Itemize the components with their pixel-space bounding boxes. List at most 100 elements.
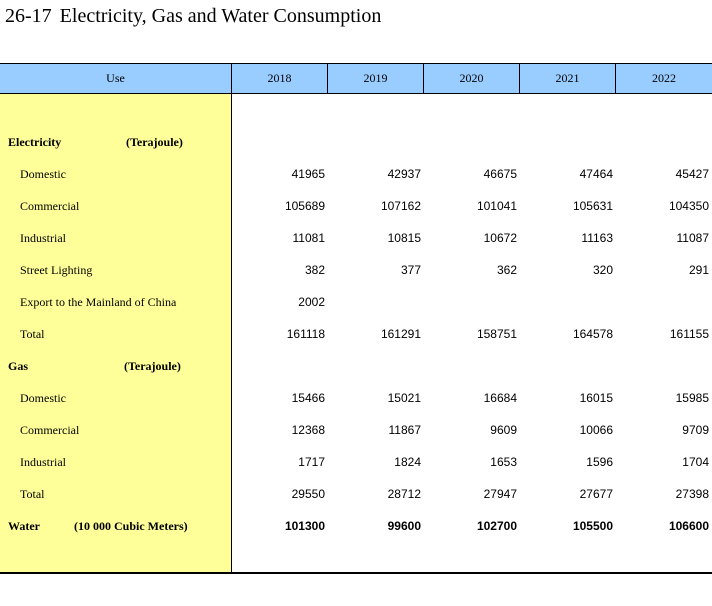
cell-2022: 106600 bbox=[668, 519, 709, 533]
table-row-total: Total 29550 28712 27947 27677 27398 bbox=[0, 478, 712, 510]
table-row: Industrial 11081 10815 10672 11163 11087 bbox=[0, 222, 712, 254]
cell-2021: 11163 bbox=[581, 231, 613, 245]
row-label: Commercial bbox=[20, 423, 80, 437]
use-column-background bbox=[0, 63, 232, 572]
header-divider bbox=[519, 64, 520, 93]
section-row-gas: Gas (Terajoule) bbox=[0, 350, 712, 382]
cell-2021: 47464 bbox=[579, 167, 613, 181]
table-bottom-rule bbox=[0, 572, 712, 574]
row-label: Domestic bbox=[20, 167, 66, 181]
row-label: Export to the Mainland of China bbox=[20, 295, 177, 309]
cell-2020: 158751 bbox=[476, 327, 517, 341]
cell-2018: 101300 bbox=[284, 519, 325, 533]
table-row: Industrial 1717 1824 1653 1596 1704 bbox=[0, 446, 712, 478]
section-label-water: Water bbox=[8, 519, 40, 533]
cell-2018: 29550 bbox=[291, 487, 325, 501]
table-row: Commercial 12368 11867 9609 10066 9709 bbox=[0, 414, 712, 446]
page-title: 26-17 Electricity, Gas and Water Consumpt… bbox=[5, 5, 381, 28]
cell-2018: 41965 bbox=[291, 167, 325, 181]
cell-2018: 11081 bbox=[292, 231, 325, 245]
header-divider bbox=[423, 64, 424, 93]
cell-2018: 382 bbox=[304, 263, 325, 277]
row-label: Street Lighting bbox=[20, 263, 93, 277]
cell-2021: 164578 bbox=[572, 327, 613, 341]
cell-2021: 105631 bbox=[572, 199, 613, 213]
cell-2019: 99600 bbox=[387, 519, 421, 533]
cell-2020: 362 bbox=[496, 263, 517, 277]
row-label: Total bbox=[20, 327, 45, 341]
cell-2020 bbox=[427, 286, 517, 318]
cell-2022 bbox=[619, 286, 709, 318]
cell-2019 bbox=[331, 286, 421, 318]
cell-2019: 107162 bbox=[380, 199, 421, 213]
cell-2020: 16684 bbox=[483, 391, 517, 405]
cell-2019: 28712 bbox=[387, 487, 421, 501]
cell-2022: 9709 bbox=[682, 423, 709, 437]
cell-2018: 15466 bbox=[291, 391, 325, 405]
header-divider bbox=[615, 64, 616, 93]
cell-2020: 10672 bbox=[483, 231, 517, 245]
cell-2021: 1596 bbox=[586, 455, 613, 469]
cell-2018: 161118 bbox=[286, 327, 325, 341]
section-unit-electricity: (Terajoule) bbox=[126, 135, 183, 149]
cell-2021: 10066 bbox=[579, 423, 613, 437]
cell-2019: 11867 bbox=[388, 423, 421, 437]
header-year-2019: 2019 bbox=[363, 71, 388, 85]
cell-2020: 27947 bbox=[483, 487, 517, 501]
table-header: Use 2018 2019 2020 2021 2022 bbox=[0, 63, 712, 94]
cell-2021: 16015 bbox=[579, 391, 613, 405]
cell-2019: 42937 bbox=[387, 167, 421, 181]
table-row-total: Total 161118 161291 158751 164578 161155 bbox=[0, 318, 712, 350]
cell-2021 bbox=[523, 286, 613, 318]
cell-2021: 27677 bbox=[579, 487, 613, 501]
section-unit-gas: (Terajoule) bbox=[124, 359, 181, 373]
row-label: Industrial bbox=[20, 231, 66, 245]
cell-2019: 10815 bbox=[387, 231, 421, 245]
cell-2018: 2002 bbox=[298, 295, 325, 309]
section-label-electricity: Electricity bbox=[8, 135, 62, 149]
cell-2018: 1717 bbox=[298, 455, 325, 469]
cell-2022: 45427 bbox=[675, 167, 709, 181]
table-row: Domestic 41965 42937 46675 47464 45427 bbox=[0, 158, 712, 190]
table-title: Electricity, Gas and Water Consumption bbox=[59, 5, 382, 27]
header-year-2020: 2020 bbox=[459, 71, 484, 85]
header-year-2022: 2022 bbox=[652, 71, 676, 85]
cell-2020: 1653 bbox=[490, 455, 517, 469]
cell-2022: 104350 bbox=[668, 199, 709, 213]
cell-2020: 46675 bbox=[483, 167, 517, 181]
header-divider bbox=[327, 64, 328, 93]
cell-2022: 1704 bbox=[682, 455, 709, 469]
section-label-gas: Gas bbox=[8, 359, 29, 373]
row-label: Total bbox=[20, 487, 45, 501]
table-row: Commercial 105689 107162 101041 105631 1… bbox=[0, 190, 712, 222]
row-label: Commercial bbox=[20, 199, 80, 213]
cell-2022: 27398 bbox=[675, 487, 709, 501]
cell-2021: 105500 bbox=[572, 519, 613, 533]
cell-2020: 101041 bbox=[476, 199, 517, 213]
cell-2019: 1824 bbox=[394, 455, 421, 469]
table-number: 26-17 bbox=[5, 5, 52, 27]
header-year-2018: 2018 bbox=[267, 71, 292, 85]
cell-2019: 15021 bbox=[387, 391, 421, 405]
cell-2022: 11087 bbox=[676, 231, 709, 245]
row-label: Domestic bbox=[20, 391, 66, 405]
cell-2022: 161155 bbox=[669, 327, 709, 341]
cell-2021: 320 bbox=[592, 263, 613, 277]
table-row: Domestic 15466 15021 16684 16015 15985 bbox=[0, 382, 712, 414]
header-year-2021: 2021 bbox=[555, 71, 580, 85]
section-row-electricity: Electricity (Terajoule) bbox=[0, 126, 712, 158]
cell-2022: 291 bbox=[688, 263, 709, 277]
cell-2020: 9609 bbox=[490, 423, 517, 437]
cell-2022: 15985 bbox=[675, 391, 709, 405]
row-label: Industrial bbox=[20, 455, 66, 469]
cell-2020: 102700 bbox=[476, 519, 517, 533]
header-divider bbox=[231, 64, 232, 93]
cell-2018: 105689 bbox=[284, 199, 325, 213]
section-row-water: Water (10 000 Cubic Meters) 101300 99600… bbox=[0, 510, 712, 542]
cell-2019: 161291 bbox=[380, 327, 421, 341]
table-row: Street Lighting 382 377 362 320 291 bbox=[0, 254, 712, 286]
cell-2018: 12368 bbox=[291, 423, 325, 437]
section-unit-water: (10 000 Cubic Meters) bbox=[74, 519, 188, 533]
cell-2019: 377 bbox=[400, 263, 421, 277]
consumption-table: Use 2018 2019 2020 2021 2022 Electricity… bbox=[0, 63, 712, 574]
